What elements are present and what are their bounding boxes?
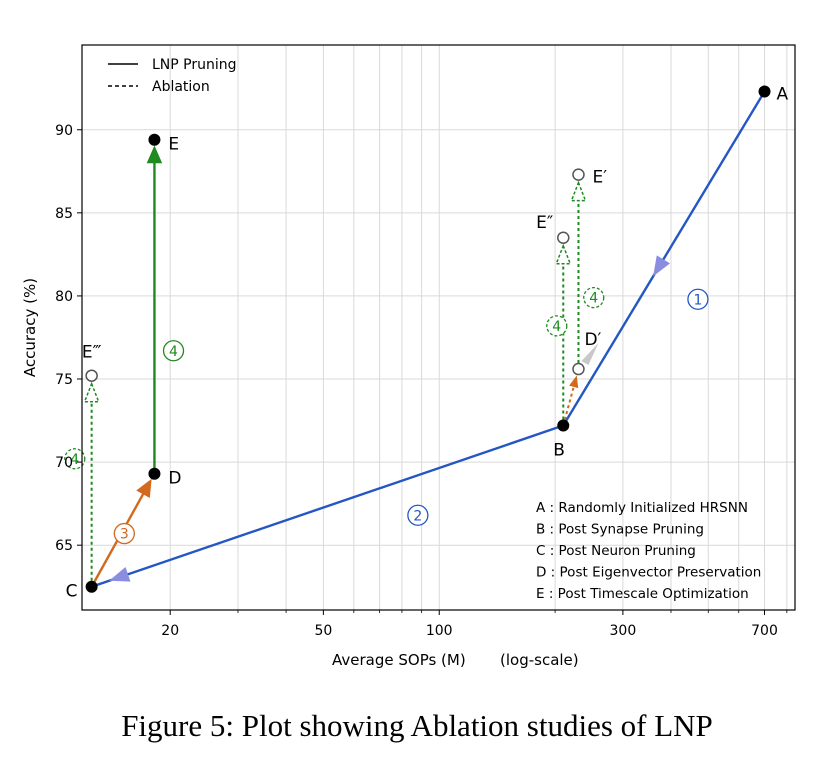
legend-label-1: Ablation: [152, 79, 210, 95]
point-C: [85, 580, 98, 593]
annotation-line-2: C : Post Neuron Pruning: [536, 543, 696, 559]
lnp-segment-A-B: [562, 90, 766, 427]
y-tick-label: 90: [55, 123, 73, 139]
legend: LNP Pruning Ablation: [108, 57, 237, 95]
x-axis-scale-note: (log-scale): [500, 651, 579, 669]
x-axis-label: Average SOPs (M): [332, 651, 466, 669]
point-label-D: D: [168, 469, 181, 489]
y-tick-label: 85: [55, 206, 73, 222]
point-label-A: A: [777, 85, 789, 105]
step-marker-text-3: 4: [169, 344, 178, 360]
lnp-arrowhead-B-C: [109, 566, 131, 582]
step-marker-5: [583, 286, 605, 309]
point-A: [758, 85, 771, 98]
step-marker-6: [546, 315, 568, 337]
ablation-arrowhead-B-Epp: [555, 243, 572, 265]
ablation-arrowhead-C-Eppp: [83, 381, 100, 403]
chart-arrowheads: [83, 145, 670, 582]
step-marker-4: [64, 448, 86, 470]
axes: 20 50 100 300 700 65 70 75 80 85 90 Average SOPs (M…: [21, 44, 796, 669]
point-label-C: C: [66, 582, 78, 602]
y-tick-label: 65: [55, 538, 73, 554]
x-tick-label: 20: [161, 623, 179, 639]
y-axis-label: Accuracy (%): [21, 278, 39, 377]
ablation-chart: 1 2 3 4 4 4 4 A B C D E D′ E′ E″ E‴ 20 50 100 300 700 65 70 7…: [21, 44, 796, 669]
point-label-Epp: E″: [536, 213, 553, 233]
step-marker-text-1: 2: [413, 508, 422, 524]
step-marker-2: [113, 522, 135, 545]
annotation-box: A : Randomly Initialized HRSNN B : Post S…: [536, 500, 761, 602]
figure-caption: Figure 5: Plot showing Ablation studies …: [121, 708, 713, 743]
step-marker-text-2: 3: [120, 527, 129, 543]
grid: [82, 45, 795, 610]
ablation-arrowhead-B-Dp: [569, 375, 579, 389]
ablation-arrowhead-Dp-Ep: [570, 180, 587, 202]
point-label-B: B: [553, 441, 565, 461]
point-Eppp: [85, 369, 98, 382]
point-Epp: [557, 231, 570, 245]
x-tick-label: 50: [314, 623, 332, 639]
x-tick-label: 300: [610, 623, 637, 639]
step-markers: 1 2 3 4 4 4 4: [64, 286, 709, 545]
annotation-line-1: B : Post Synapse Pruning: [536, 522, 704, 538]
point-B: [557, 419, 570, 432]
lnp-arrowhead-D-E: [146, 145, 163, 164]
point-E: [148, 133, 161, 146]
step-marker-text-6: 4: [552, 319, 561, 335]
point-labels: A B C D E D′ E′ E″ E‴: [66, 85, 789, 602]
point-D: [148, 467, 161, 480]
lnp-segment-B-C: [91, 424, 564, 588]
dprime-wedge: [581, 343, 599, 366]
lnp-arrowhead-C-D: [136, 478, 152, 499]
step-marker-text-4: 4: [70, 452, 79, 468]
point-label-E: E: [168, 135, 179, 155]
point-Ep: [572, 168, 585, 181]
lnp-arrowhead-A-B: [653, 255, 670, 277]
x-tick-label: 100: [426, 623, 453, 639]
annotation-line-3: D : Post Eigenvector Preservation: [536, 565, 761, 581]
point-Dp: [572, 362, 585, 376]
step-marker-1: [407, 504, 429, 526]
ablation-segment-B-Dp: [562, 384, 576, 426]
legend-label-0: LNP Pruning: [152, 57, 237, 73]
point-label-Dp: D′: [584, 330, 601, 350]
point-label-Ep: E′: [592, 168, 607, 188]
annotation-line-4: E : Post Timescale Optimization: [536, 586, 749, 602]
y-tick-label: 80: [55, 289, 73, 305]
annotation-line-0: A : Randomly Initialized HRSNN: [536, 500, 748, 516]
chart-points: [85, 85, 771, 593]
point-label-Eppp: E‴: [82, 343, 102, 363]
y-tick-label: 70: [55, 455, 73, 471]
step-marker-text-5: 4: [589, 291, 598, 307]
step-marker-3: [162, 340, 185, 362]
step-marker-0: [687, 288, 709, 310]
x-tick-label: 700: [751, 623, 778, 639]
plot-frame: [81, 44, 796, 611]
y-tick-label: 75: [55, 372, 73, 388]
step-marker-text-0: 1: [693, 292, 702, 308]
